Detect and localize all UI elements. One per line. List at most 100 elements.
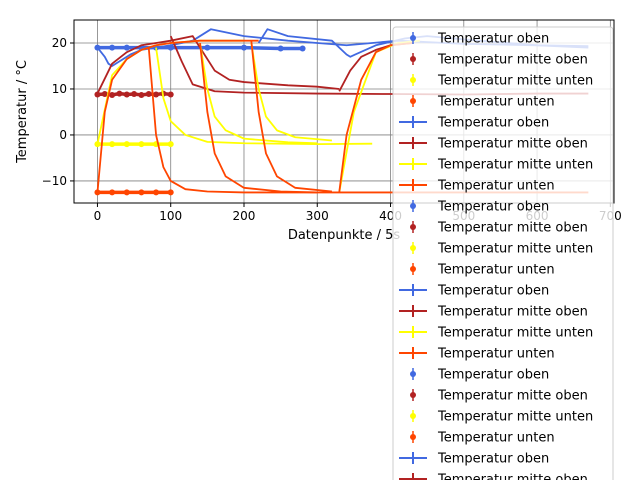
x-tick-label: 0 xyxy=(94,209,102,223)
legend-entry: Temperatur unten xyxy=(399,179,555,194)
legend-entry: Temperatur oben xyxy=(410,32,549,47)
data-point-temperatur-mitte-oben xyxy=(109,91,116,98)
legend-point-swatch xyxy=(410,224,416,230)
legend-label: Temperatur unten xyxy=(437,431,555,446)
series-line-temperatur-unten xyxy=(199,42,318,194)
legend-entry: Temperatur mitte unten xyxy=(410,410,593,425)
data-point-temperatur-mitte-oben xyxy=(145,91,152,98)
legend-point-swatch xyxy=(410,98,416,104)
legend-label: Temperatur mitte unten xyxy=(437,158,593,173)
legend-entry: Temperatur unten xyxy=(410,431,555,446)
legend-point-swatch xyxy=(410,392,416,398)
data-point-temperatur-oben xyxy=(167,44,174,51)
data-point-temperatur-oben xyxy=(123,44,130,51)
legend-label: Temperatur oben xyxy=(437,368,549,383)
legend-label: Temperatur mitte oben xyxy=(437,221,588,236)
legend-entry: Temperatur mitte oben xyxy=(399,473,588,480)
data-point-temperatur-mitte-oben xyxy=(94,91,101,98)
y-tick-label: −10 xyxy=(42,174,67,188)
legend-label: Temperatur mitte oben xyxy=(437,53,588,68)
legend-label: Temperatur mitte oben xyxy=(437,305,588,320)
data-point-temperatur-mitte-unten xyxy=(109,141,116,148)
legend-label: Temperatur oben xyxy=(437,452,549,467)
data-point-temperatur-mitte-oben xyxy=(101,91,108,98)
legend-entry: Temperatur oben xyxy=(399,284,549,299)
data-point-temperatur-mitte-oben xyxy=(116,90,123,97)
data-point-temperatur-mitte-oben xyxy=(153,91,160,98)
data-point-temperatur-mitte-unten xyxy=(167,141,174,148)
legend-point-swatch xyxy=(410,434,416,440)
legend-point-swatch xyxy=(410,203,416,209)
data-point-temperatur-mitte-oben xyxy=(131,91,138,98)
data-point-temperatur-oben xyxy=(240,44,247,51)
legend-entry: Temperatur mitte oben xyxy=(410,389,588,404)
legend-label: Temperatur unten xyxy=(437,179,555,194)
legend-entry: Temperatur unten xyxy=(410,95,555,110)
y-axis-label: Temperatur / °C xyxy=(15,60,30,164)
data-point-temperatur-unten xyxy=(109,189,116,196)
legend-entry: Temperatur mitte unten xyxy=(399,326,593,341)
axes-frame xyxy=(73,19,615,204)
legend-label: Temperatur mitte unten xyxy=(437,242,593,257)
legend-entry: Temperatur oben xyxy=(399,116,549,131)
legend-label: Temperatur oben xyxy=(437,116,549,131)
data-point-temperatur-unten xyxy=(153,189,160,196)
legend-entry: Temperatur mitte oben xyxy=(410,221,588,236)
data-point-temperatur-mitte-oben xyxy=(123,91,130,98)
legend-label: Temperatur unten xyxy=(437,263,555,278)
legend-label: Temperatur mitte unten xyxy=(437,74,593,89)
y-tick-label: 10 xyxy=(52,82,67,96)
data-point-temperatur-oben xyxy=(109,44,116,51)
data-point-temperatur-unten xyxy=(123,189,130,196)
series-line-temperatur-mitte-oben xyxy=(96,35,340,94)
legend-entry: Temperatur oben xyxy=(399,452,549,467)
data-point-temperatur-mitte-unten xyxy=(123,141,130,148)
legend-entry: Temperatur mitte oben xyxy=(399,137,588,152)
data-point-temperatur-mitte-oben xyxy=(167,91,174,98)
x-tick-label: 200 xyxy=(233,209,256,223)
x-axis-label: Datenpunkte / 5s xyxy=(288,228,401,243)
legend-point-swatch xyxy=(410,413,416,419)
legend-point-swatch xyxy=(410,245,416,251)
legend-entries: Temperatur oben Temperatur mitte oben Temp… xyxy=(399,32,593,480)
data-point-temperatur-mitte-unten xyxy=(138,141,145,148)
legend-entry: Temperatur mitte unten xyxy=(399,158,593,173)
data-point-temperatur-oben xyxy=(277,45,284,52)
legend-entry: Temperatur oben xyxy=(410,368,549,383)
legend-label: Temperatur mitte unten xyxy=(437,410,593,425)
legend-point-swatch xyxy=(410,371,416,377)
legend-entry: Temperatur oben xyxy=(410,200,549,215)
x-tick-label: 300 xyxy=(306,209,329,223)
data-point-temperatur-mitte-oben xyxy=(138,91,145,98)
legend-entry: Temperatur mitte unten xyxy=(410,242,593,257)
legend-label: Temperatur unten xyxy=(437,347,555,362)
legend-entry: Temperatur unten xyxy=(410,263,555,278)
series-band-temperatur-oben xyxy=(97,45,303,51)
legend-point-swatch xyxy=(410,35,416,41)
y-tick-label: 0 xyxy=(59,128,67,142)
legend-entry: Temperatur mitte oben xyxy=(410,53,588,68)
legend: Temperatur oben Temperatur mitte oben Temp… xyxy=(392,26,614,480)
legend-label: Temperatur oben xyxy=(437,32,549,47)
legend-label: Temperatur oben xyxy=(437,284,549,299)
series-line-temperatur-unten xyxy=(250,40,333,193)
series-line-temperatur-mitte-unten xyxy=(199,42,318,145)
legend-point-swatch xyxy=(410,266,416,272)
series-line-temperatur-mitte-unten xyxy=(155,47,373,146)
legend-label: Temperatur mitte oben xyxy=(437,137,588,152)
legend-label: Temperatur mitte oben xyxy=(437,389,588,404)
legend-label: Temperatur mitte unten xyxy=(437,326,593,341)
legend-label: Temperatur mitte oben xyxy=(437,473,588,480)
series-line-temperatur-mitte-unten xyxy=(250,42,332,142)
data-point-temperatur-oben xyxy=(204,44,211,51)
data-point-temperatur-unten xyxy=(167,189,174,196)
legend-point-swatch xyxy=(410,56,416,62)
y-tick-label: 20 xyxy=(52,36,67,50)
legend-label: Temperatur unten xyxy=(437,95,555,110)
legend-box xyxy=(392,26,614,480)
legend-point-swatch xyxy=(410,77,416,83)
data-point-temperatur-oben xyxy=(94,44,101,51)
legend-entry: Temperatur unten xyxy=(399,347,555,362)
x-tick-label: 100 xyxy=(159,209,182,223)
